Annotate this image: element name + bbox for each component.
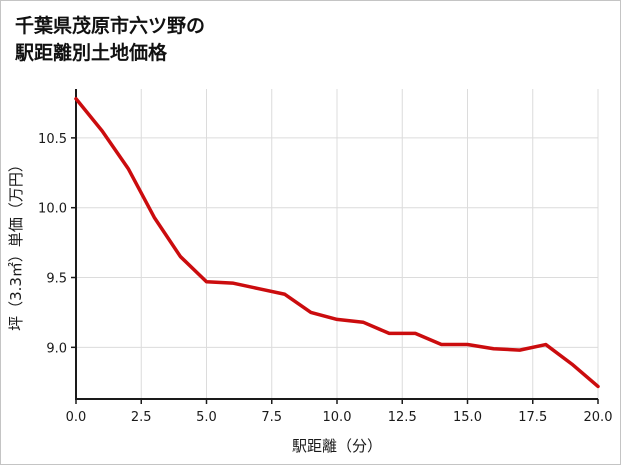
y-tick-label: 9.0 (46, 341, 67, 356)
x-tick-label: 12.5 (388, 410, 417, 425)
x-tick-label: 5.0 (196, 410, 217, 425)
x-axis-label: 駅距離（分） (292, 437, 382, 455)
price-line-series (74, 97, 600, 389)
chart-svg: 0.0 2.5 5.0 7.5 10.0 12.5 15.0 17.5 20.0 9.0 9.5 10… (7, 89, 613, 455)
x-tick-label: 0.0 (66, 410, 87, 425)
x-tick-label: 7.5 (261, 410, 282, 425)
chart-title: 千葉県茂原市六ツ野の 駅距離別土地価格 (1, 1, 620, 66)
chart-title-line1: 千葉県茂原市六ツ野の (15, 15, 206, 37)
x-tick-label: 15.0 (453, 410, 482, 425)
x-tick-label: 2.5 (131, 410, 152, 425)
x-tick-label: 17.5 (518, 410, 547, 425)
chart-plot-area: 0.0 2.5 5.0 7.5 10.0 12.5 15.0 17.5 20.0 9.0 9.5 10… (1, 81, 620, 464)
chart-title-line2: 駅距離別土地価格 (15, 41, 168, 64)
y-axis-label: 坪（3.3㎡）単価（万円） (7, 157, 25, 331)
x-tick-label: 10.0 (323, 410, 352, 425)
y-tick-label: 10.5 (38, 132, 67, 147)
x-tick-label: 20.0 (584, 410, 613, 425)
y-tick-label: 10.0 (38, 202, 67, 217)
y-tick-label: 9.5 (46, 272, 67, 287)
